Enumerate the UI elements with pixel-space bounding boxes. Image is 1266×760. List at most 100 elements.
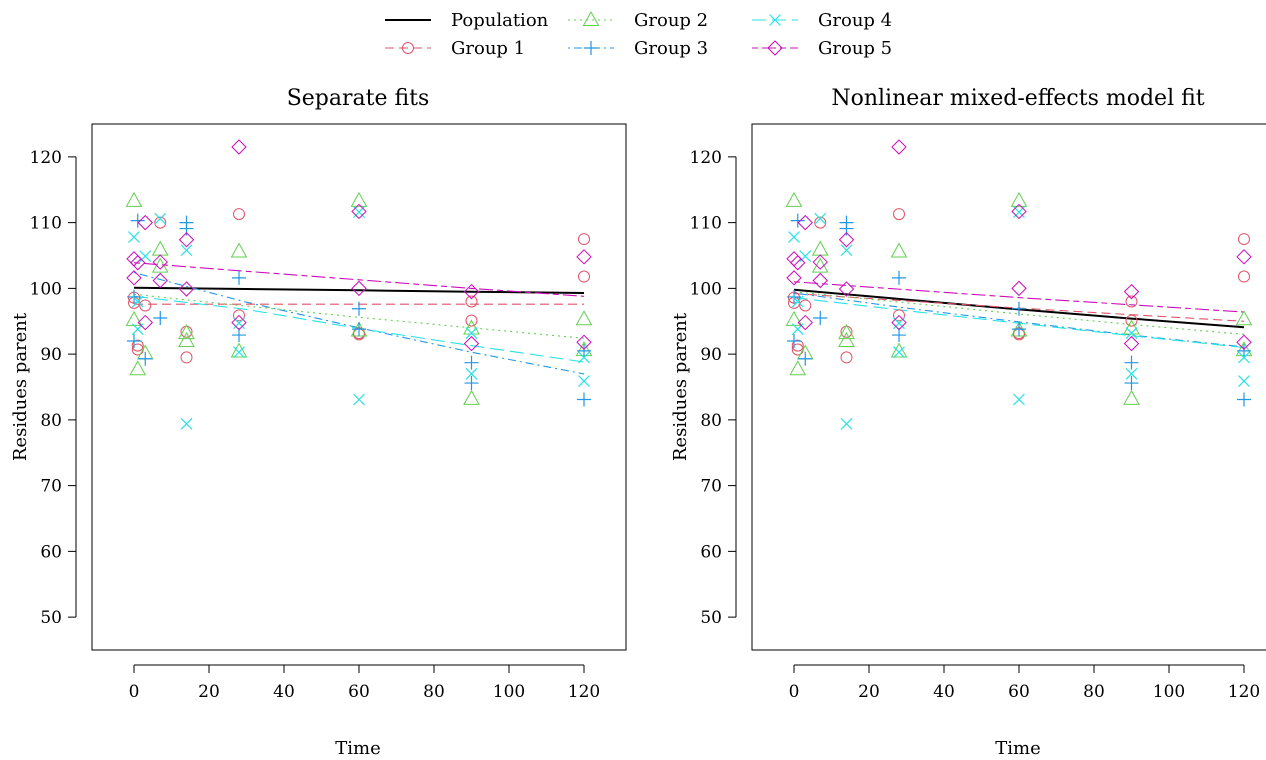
y-tick-label: 60 [40, 542, 62, 562]
data-point-group-1 [233, 309, 245, 322]
data-point-group-5 [463, 283, 480, 300]
data-point-group-5 [838, 232, 855, 248]
x-axis: 0 20 40 60 80 100 120 [789, 664, 1260, 702]
data-point-group-2 [890, 342, 908, 358]
data-point-group-1 [578, 233, 590, 246]
data-point-group-3 [1237, 343, 1251, 358]
data-point-group-4 [1013, 393, 1025, 406]
y-tick-label: 100 [30, 279, 62, 299]
data-points [125, 139, 593, 430]
data-point-group-2 [178, 331, 195, 347]
data-point-group-5 [790, 255, 806, 271]
legend-label: Population [451, 10, 549, 31]
fit-lines [133, 262, 585, 375]
data-point-group-2 [1123, 319, 1140, 335]
data-point-group-2 [178, 324, 195, 340]
data-point-group-3 [1012, 322, 1026, 337]
data-point-group-5 [137, 314, 153, 331]
legend-label: Group 1 [451, 38, 525, 59]
x-tick-label: 100 [1153, 682, 1185, 702]
x-tick-label: 120 [1228, 682, 1260, 702]
data-point-group-5 [1011, 280, 1027, 297]
data-point-group-4 [1125, 327, 1138, 340]
y-tick-label: 90 [700, 345, 722, 365]
x-tick-label: 40 [933, 682, 955, 702]
legend-entry: Group 2 [568, 10, 708, 31]
y-tick-label: 120 [30, 148, 62, 168]
fit-line-population [133, 286, 585, 294]
legend: Population Group 1 Group 2 Group 3 Group 4 Gr… [385, 10, 892, 59]
data-point-group-4 [353, 393, 365, 406]
data-point-group-3 [127, 333, 141, 348]
data-point-group-2 [838, 331, 855, 347]
y-tick-label: 80 [40, 411, 62, 431]
data-point-group-3 [839, 221, 854, 236]
panel-title: Nonlinear mixed-effects model fit [831, 86, 1204, 111]
panel-separate-fits: Separate fits 0 20 40 60 80 100 120 50 60 70 80 90… [10, 86, 627, 759]
data-point-group-3 [892, 328, 906, 343]
data-point-group-2 [125, 191, 143, 207]
data-point-group-1 [1238, 233, 1250, 246]
data-point-group-4 [788, 231, 800, 244]
legend-label: Group 5 [818, 38, 892, 59]
data-point-group-3 [584, 41, 598, 55]
x-tick-label: 80 [423, 682, 445, 702]
data-point-group-1 [893, 309, 905, 322]
data-point-group-1 [840, 325, 853, 338]
data-point-group-2 [1235, 310, 1253, 326]
data-point-group-5 [130, 255, 146, 271]
legend-label: Group 4 [818, 10, 892, 31]
data-point-group-2 [151, 240, 169, 256]
legend-entry: Population [385, 10, 549, 31]
data-point-group-2 [575, 310, 593, 326]
legend-entry: Group 3 [568, 38, 708, 59]
data-point-group-3 [798, 351, 813, 366]
x-axis-label: Time [995, 738, 1040, 759]
data-point-group-5 [576, 249, 592, 265]
legend-entry: Group 4 [752, 10, 892, 31]
legend-label: Group 3 [634, 38, 708, 59]
data-point-group-1 [1125, 314, 1138, 327]
data-point-group-3 [352, 301, 366, 316]
data-point-group-4 [893, 346, 905, 359]
data-point-group-5 [178, 281, 195, 297]
fit-line-group-3 [133, 272, 585, 375]
data-point-group-3 [138, 351, 153, 366]
data-point-group-3 [179, 221, 194, 236]
y-tick-label: 120 [690, 148, 722, 168]
x-tick-label: 60 [1008, 682, 1030, 702]
data-point-group-1 [180, 325, 193, 338]
data-point-group-1 [791, 339, 804, 352]
y-tick-label: 80 [700, 411, 722, 431]
data-point-group-2 [582, 10, 600, 26]
data-point-group-4 [1238, 351, 1250, 364]
x-tick-label: 20 [198, 682, 220, 702]
y-tick-label: 70 [40, 477, 62, 497]
data-point-group-3 [577, 343, 591, 358]
data-point-group-3 [464, 355, 479, 370]
plot-frame [751, 123, 1266, 651]
data-point-group-3 [790, 213, 805, 228]
data-point-group-5 [891, 314, 907, 331]
data-point-group-1 [893, 208, 905, 221]
data-point-group-3 [232, 270, 246, 285]
data-point-group-5 [152, 254, 168, 270]
data-point-group-1 [465, 314, 478, 327]
y-tick-label: 50 [40, 608, 62, 628]
data-point-group-2 [789, 360, 807, 376]
data-point-group-5 [351, 203, 367, 220]
data-point-group-4 [131, 295, 144, 308]
x-tick-label: 0 [129, 682, 140, 702]
x-tick-label: 20 [858, 682, 880, 702]
data-point-group-5 [838, 281, 855, 297]
data-point-group-4 [1125, 367, 1138, 380]
data-point-group-3 [130, 213, 145, 228]
data-point-group-1 [465, 295, 478, 308]
data-point-group-5 [812, 254, 828, 270]
x-tick-label: 120 [568, 682, 600, 702]
data-point-group-3 [892, 270, 906, 285]
data-point-group-3 [577, 392, 591, 407]
x-tick-label: 40 [273, 682, 295, 702]
data-point-group-5 [1123, 283, 1140, 300]
